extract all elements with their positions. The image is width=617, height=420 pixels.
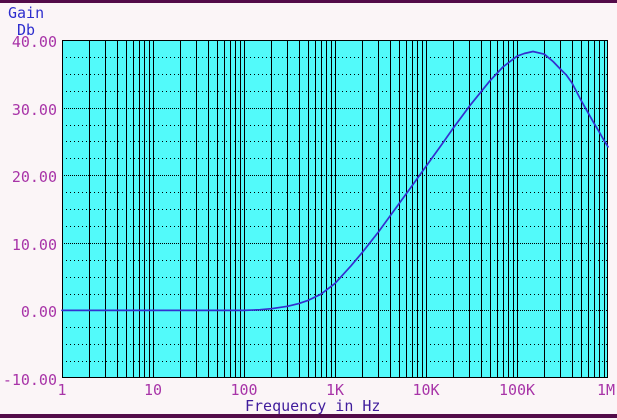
window-border-top <box>0 0 617 3</box>
x-tick-label: 1K <box>325 381 345 399</box>
x-tick-label: 1M <box>596 381 616 399</box>
x-tick-label: 10K <box>412 381 440 399</box>
y-tick-label: 40.00 <box>11 33 57 51</box>
x-tick-label: 100 <box>230 381 258 399</box>
y-tick-label: 30.00 <box>11 100 57 119</box>
x-axis-title: Frequency in Hz <box>245 397 381 415</box>
y-axis-title-gain: Gain <box>8 4 45 22</box>
x-tick-label: 100K <box>498 381 536 399</box>
gain-curve <box>61 50 609 312</box>
window-border-bottom <box>0 414 617 418</box>
plot-border <box>61 39 609 379</box>
x-tick-label: 10 <box>143 381 163 399</box>
y-axis-title-db: Db <box>17 21 36 39</box>
y-tick-label: 0.00 <box>20 303 57 322</box>
y-tick-label: -10.00 <box>2 371 57 389</box>
y-tick-label: 20.00 <box>11 168 57 187</box>
x-tick-label: 1 <box>57 381 67 399</box>
y-tick-label: 10.00 <box>11 235 57 254</box>
